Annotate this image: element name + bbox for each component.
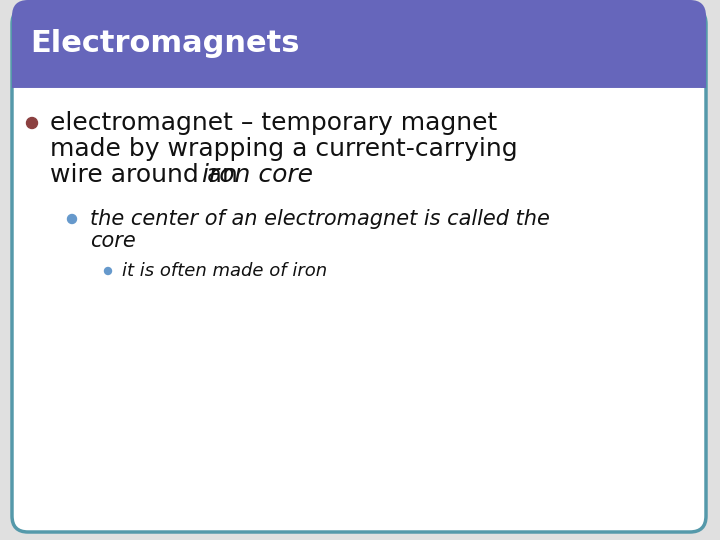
Text: wire around an: wire around an xyxy=(50,163,246,187)
Text: the center of an electromagnet is called the: the center of an electromagnet is called… xyxy=(90,209,550,229)
Text: electromagnet – temporary magnet: electromagnet – temporary magnet xyxy=(50,111,498,135)
Circle shape xyxy=(68,214,76,224)
Circle shape xyxy=(104,267,112,274)
Circle shape xyxy=(27,118,37,129)
Text: Electromagnets: Electromagnets xyxy=(30,30,300,58)
FancyBboxPatch shape xyxy=(12,0,706,88)
Text: iron core: iron core xyxy=(202,163,313,187)
FancyBboxPatch shape xyxy=(12,8,706,532)
Text: it is often made of iron: it is often made of iron xyxy=(122,262,327,280)
Bar xyxy=(12,58,706,88)
Text: core: core xyxy=(90,231,136,251)
Text: made by wrapping a current-carrying: made by wrapping a current-carrying xyxy=(50,137,518,161)
